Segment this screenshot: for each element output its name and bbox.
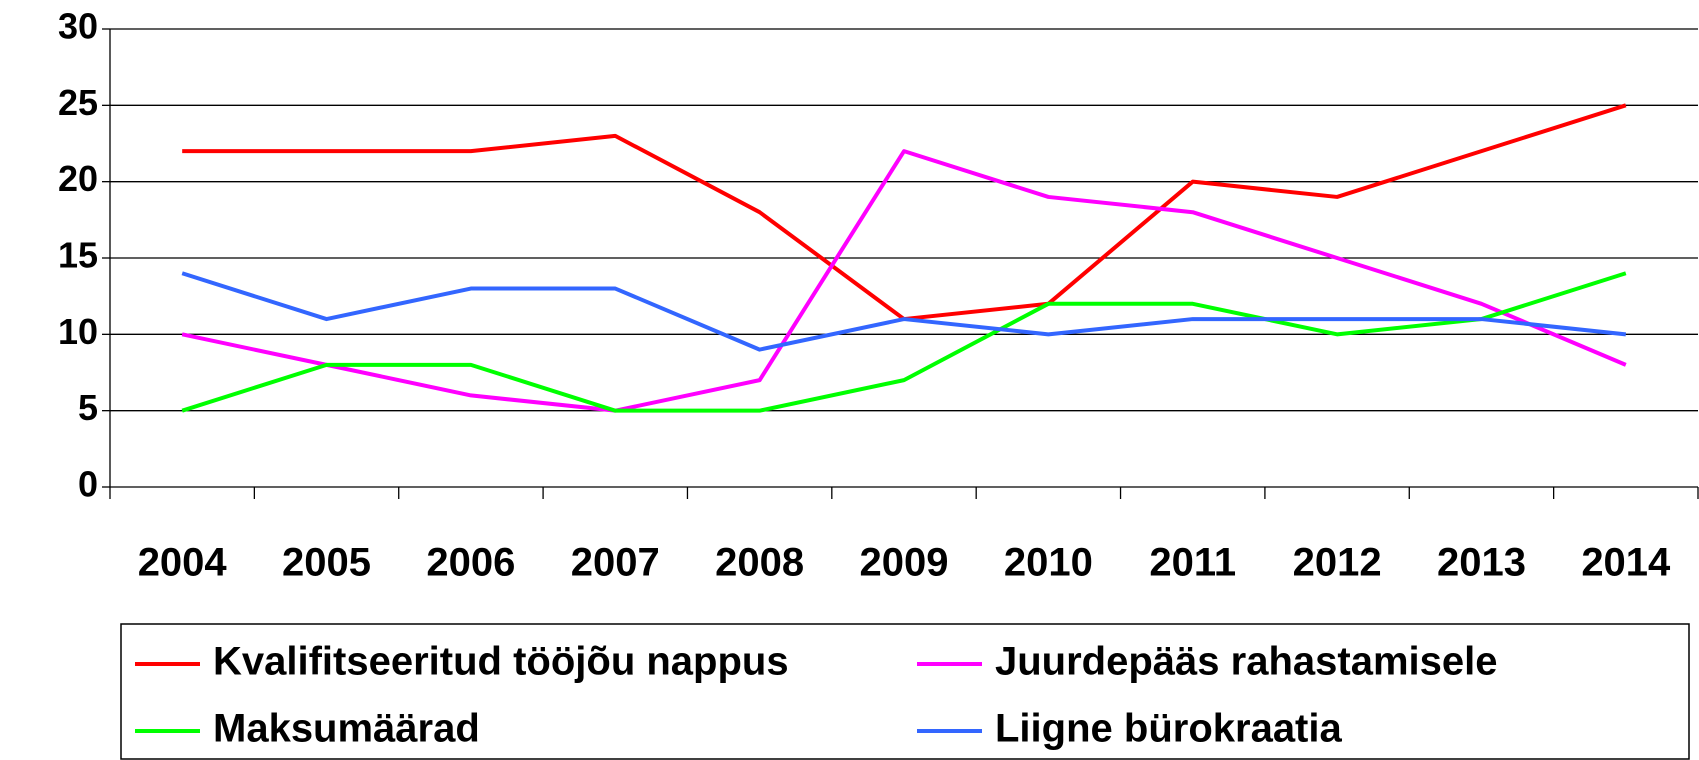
y-tick-label: 5	[78, 387, 98, 428]
x-tick-label: 2006	[426, 541, 515, 585]
y-tick-label: 25	[58, 82, 98, 123]
legend-label: Maksumäärad	[213, 707, 480, 751]
x-tick-label: 2014	[1581, 541, 1671, 585]
y-tick-label: 20	[58, 158, 98, 199]
y-tick-label: 0	[78, 464, 98, 505]
legend-label: Liigne bürokraatia	[995, 707, 1342, 751]
series-line	[181, 271, 1627, 413]
x-tick-label: 2012	[1293, 541, 1382, 585]
x-tick-label: 2007	[571, 541, 660, 585]
x-tick-label: 2005	[282, 541, 371, 585]
series-line	[182, 103, 1627, 322]
x-tick-label: 2009	[860, 541, 949, 585]
series-line	[181, 271, 1627, 352]
legend-box	[120, 623, 1690, 760]
legend-label: Juurdepääs rahastamisele	[995, 640, 1497, 684]
x-tick-label: 2010	[1004, 541, 1093, 585]
x-tick-label: 2013	[1437, 541, 1526, 585]
x-tick-label: 2004	[138, 541, 228, 585]
y-tick-label: 15	[58, 235, 98, 276]
x-tick-label: 2011	[1149, 541, 1236, 585]
y-tick-label: 30	[58, 6, 98, 47]
series-line	[181, 149, 1627, 413]
legend-label: Kvalifitseeritud tööjõu nappus	[213, 640, 789, 684]
x-tick-label: 2008	[715, 541, 804, 585]
y-tick-label: 10	[58, 311, 98, 352]
